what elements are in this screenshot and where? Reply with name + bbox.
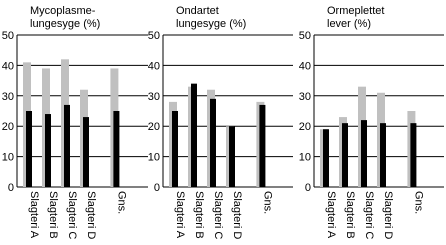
bar [380, 123, 386, 187]
chart-title: Ormeplettet [327, 5, 384, 17]
y-tick-label: 0 [154, 182, 160, 194]
bar [210, 98, 216, 187]
bar [361, 120, 367, 187]
bar [410, 123, 417, 187]
bar [83, 117, 89, 187]
x-tick-label: Slagteri D [85, 191, 97, 239]
y-tick-label: 20 [2, 121, 14, 133]
y-tick-label: 50 [2, 30, 14, 42]
y-tick-label: 30 [148, 91, 160, 103]
y-tick-label: 10 [2, 152, 14, 164]
y-tick-label: 30 [299, 91, 311, 103]
bar [259, 104, 266, 187]
y-tick-label: 40 [299, 60, 311, 72]
x-tick-label: Slagteri A [174, 191, 186, 239]
bar [45, 114, 51, 187]
x-tick-label: Gns. [115, 191, 127, 214]
bar [64, 104, 70, 187]
x-tick-label: Slagteri D [231, 191, 243, 239]
x-tick-label: Slagteri D [382, 191, 394, 239]
x-tick-label: Gns. [261, 191, 273, 214]
y-tick-label: 10 [299, 152, 311, 164]
y-tick-label: 50 [299, 30, 311, 42]
bar [191, 83, 197, 187]
x-tick-label: Slagteri C [212, 191, 224, 239]
y-tick-label: 50 [148, 30, 160, 42]
y-tick-label: 40 [148, 60, 160, 72]
x-tick-label: Slagteri B [193, 191, 205, 239]
bar [342, 123, 348, 187]
x-tick-label: Slagteri A [325, 191, 337, 239]
bar [323, 129, 329, 187]
chart-title: lungesyge (%) [30, 18, 100, 30]
bar [26, 111, 32, 187]
x-tick-label: Slagteri B [47, 191, 59, 239]
bar [229, 126, 235, 187]
y-tick-label: 30 [2, 91, 14, 103]
y-tick-label: 0 [305, 182, 311, 194]
bar [172, 111, 178, 187]
chart-title: Mycoplasme- [30, 5, 96, 17]
x-tick-label: Slagteri C [363, 191, 375, 239]
y-tick-label: 20 [148, 121, 160, 133]
chart-title: lever (%) [327, 18, 371, 30]
x-tick-label: Slagteri C [66, 191, 78, 239]
y-tick-label: 40 [2, 60, 14, 72]
y-tick-label: 10 [148, 152, 160, 164]
x-tick-label: Gns. [412, 191, 424, 214]
x-tick-label: Slagteri A [28, 191, 40, 239]
y-tick-label: 0 [8, 182, 14, 194]
x-tick-label: Slagteri B [344, 191, 356, 239]
chart-title: lungesyge (%) [176, 18, 246, 30]
chart-title: Ondartet [176, 5, 219, 17]
y-tick-label: 20 [299, 121, 311, 133]
bar [113, 111, 120, 187]
